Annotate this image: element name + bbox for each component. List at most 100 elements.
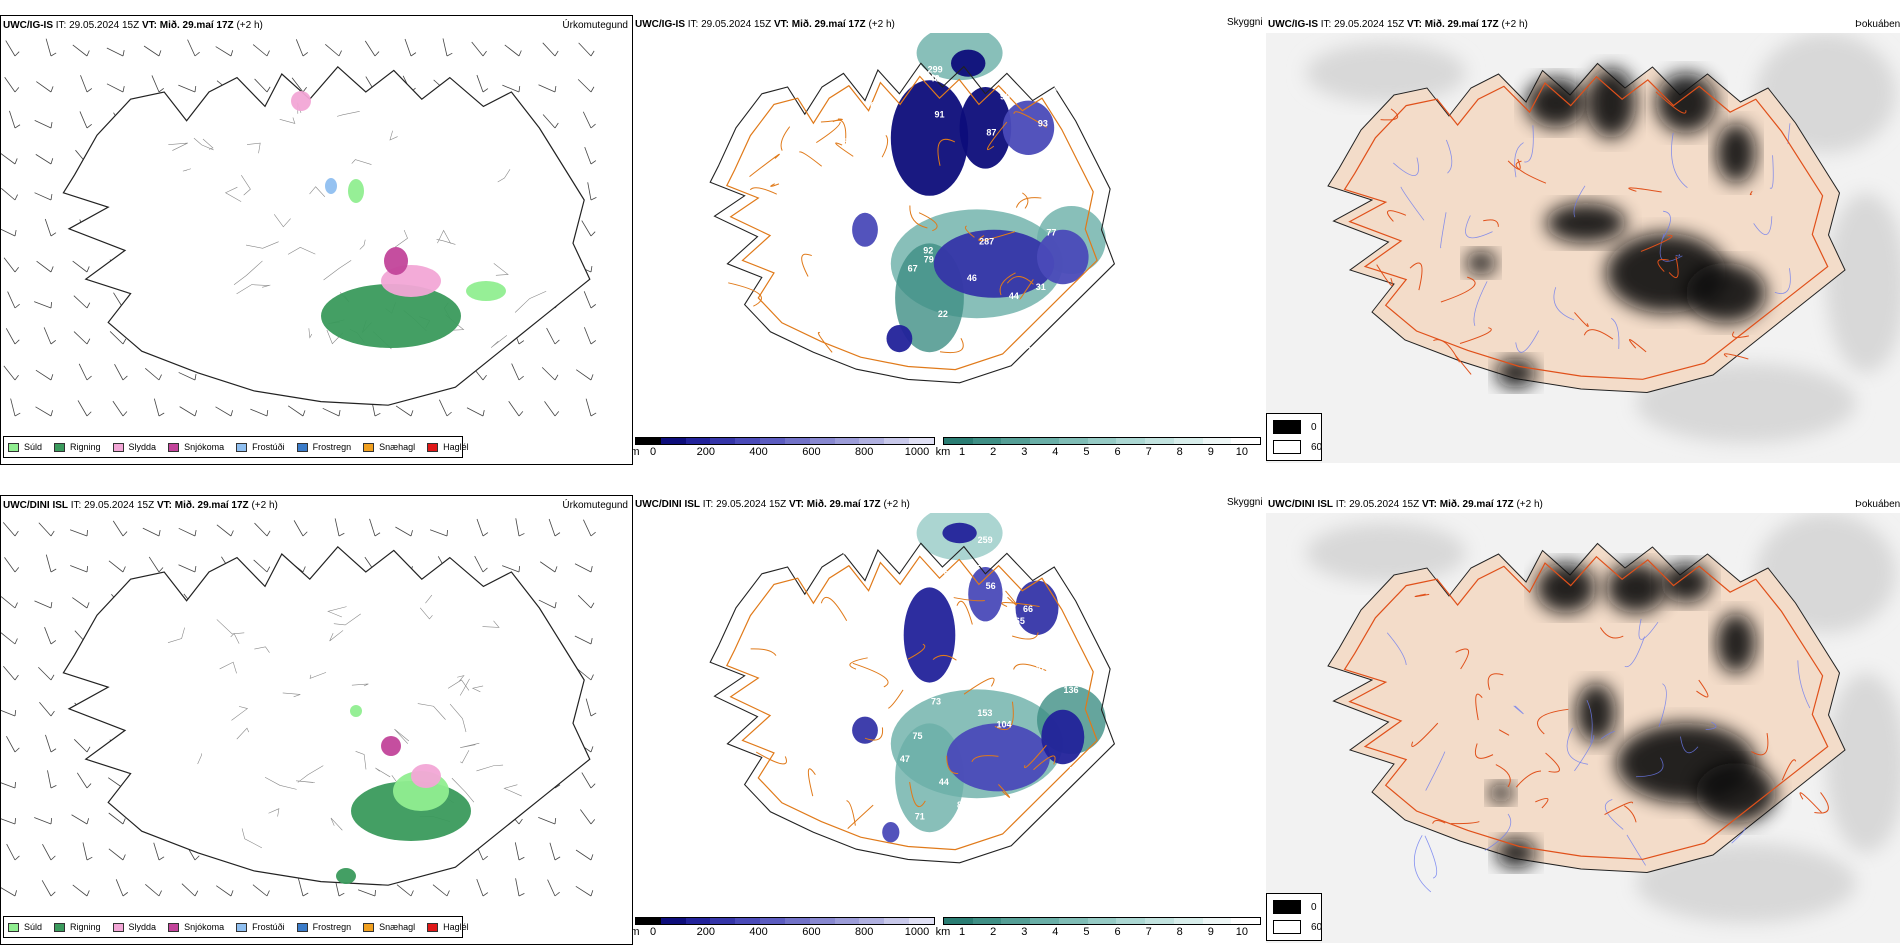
fog-panel-bottom: UWC/DINI ISL IT: 29.05.2024 15Z VT: Mið.… — [1266, 495, 1900, 945]
colorbar-tick: 0 — [649, 446, 657, 458]
cloud-base-value: 67 — [1041, 639, 1051, 649]
legend-swatch — [112, 442, 124, 452]
cloud-base-value: 66 — [1023, 604, 1033, 614]
cloud-base-value: 46 — [967, 273, 977, 283]
legend-label: Frostúði — [252, 442, 285, 452]
cloud-base-value: 190 — [983, 336, 998, 346]
model-name: UWC/DINI ISL — [3, 500, 68, 511]
fog-legend-label: 0 — [1311, 421, 1317, 433]
legend-swatch — [8, 922, 19, 932]
legend-item: Rigning — [54, 922, 101, 932]
colorbar-step — [834, 438, 860, 444]
colorbar-step — [784, 438, 810, 444]
panel-title: Skyggni — [1227, 17, 1263, 28]
colorbar-step — [944, 918, 973, 924]
cloud-base-value: 44 — [939, 777, 949, 787]
visibility-colorbar: km 1 2 3 4 5 6 7 8 9 10 — [936, 437, 1261, 459]
legend-label: Haglél — [443, 442, 469, 452]
colorbar-tick: 2 — [990, 926, 997, 938]
visibility-panel-bottom: UWC/DINI ISL IT: 29.05.2024 15Z VT: Mið.… — [633, 495, 1266, 945]
fog-legend-swatch — [1273, 900, 1301, 914]
cloud-base-value: 62 — [870, 101, 880, 111]
legend-swatch — [168, 442, 180, 452]
cloud-base-value: 303 — [833, 547, 848, 557]
colorbar-strip — [635, 437, 935, 445]
iceland-outline — [709, 542, 1116, 864]
legend-item: Snæhagl — [363, 442, 415, 452]
cloud-base-value: 39 — [958, 327, 968, 337]
colorbar-ticks: m 0 200 400 600 800 1000 — [633, 445, 935, 459]
legend-label: Slydda — [128, 922, 157, 932]
cloud-base-value: 10 — [828, 191, 838, 201]
cloud-base-value: 31 — [1036, 282, 1046, 292]
colorbar-tick: 8 — [1176, 446, 1183, 458]
legend-label: Snjókoma — [184, 442, 225, 452]
cloud-base-values: 259 303 167 82 56 74 66 65 55 67 102 97 65 136 73 153 10… — [812, 535, 1079, 833]
cloud-visibility-areas — [852, 33, 1106, 353]
colorbar-tick: 2 — [990, 446, 997, 458]
init-time: 29.05.2024 15Z — [701, 19, 772, 30]
legend-item: Rigning — [54, 442, 101, 452]
cloud-base-value: 287 — [979, 237, 994, 247]
colorbar-step — [859, 438, 885, 444]
cloud-base-value: 86 — [957, 800, 967, 810]
colorbar-tick: 400 — [749, 446, 768, 458]
panel-title: Þokuábendi — [1855, 19, 1900, 30]
cloud-base-value: 49 — [812, 742, 822, 752]
cloud-base-value: 82 — [943, 570, 953, 580]
cloud-base-value: 98 — [1048, 200, 1058, 210]
panel-header: UWC/DINI ISL IT: 29.05.2024 15Z VT: Mið.… — [1268, 499, 1543, 510]
valid-time: Mið. 29.maí 17Z — [791, 19, 866, 30]
cloud-base-value: 71 — [915, 811, 925, 821]
panel-header: UWC/IG-IS IT: 29.05.2024 15Z VT: Mið. 29… — [1268, 19, 1528, 30]
fog-map — [1266, 33, 1900, 463]
legend-item: Súld — [8, 922, 42, 932]
fog-legend: 0 60 — [1266, 413, 1322, 461]
colorbar-step — [636, 438, 661, 444]
cloud-base-value: 96 — [1000, 92, 1010, 102]
colorbar-unit: km — [935, 926, 951, 938]
precip-legend: Súld Rigning Slydda Snjókoma Frostúði Frostre… — [3, 916, 469, 938]
colorbar-step — [884, 438, 910, 444]
panel-header: UWC/DINI ISL IT: 29.05.2024 15Z VT: Mið.… — [3, 500, 278, 511]
colorbar-step — [660, 438, 686, 444]
legend-swatch — [236, 922, 248, 932]
model-name: UWC/IG-IS — [635, 19, 685, 30]
fog-legend-label: 60 — [1311, 921, 1323, 933]
cloud-base-value: 68 — [866, 164, 876, 174]
colorbar-tick: 600 — [802, 446, 821, 458]
colorbar-tick: 0 — [649, 926, 657, 938]
colorbar-tick: 5 — [1083, 446, 1090, 458]
model-name: UWC/IG-IS — [3, 20, 53, 31]
cloud-base-value: 44 — [1009, 291, 1019, 301]
colorbar-tick: 9 — [1207, 446, 1214, 458]
colorbar-step — [1058, 438, 1088, 444]
colorbar-step — [1231, 438, 1261, 444]
colorbar-tick: 4 — [1052, 446, 1059, 458]
precip-map — [1, 38, 597, 417]
colorbar-step — [972, 918, 1002, 924]
cloud-base-value: 31 — [858, 788, 868, 798]
cloud-base-value: 65 — [819, 673, 829, 683]
legend-label: Snæhagl — [379, 922, 416, 932]
colorbar-step — [834, 918, 860, 924]
legend-swatch — [427, 922, 439, 932]
precip-areas — [336, 705, 471, 884]
colorbar-tick: 3 — [1021, 926, 1028, 938]
legend-label: Snæhagl — [379, 442, 416, 452]
fog-map — [1266, 513, 1900, 943]
legend-item: Frostúði — [236, 442, 285, 452]
fog-legend-item: 0 — [1273, 900, 1317, 914]
cloud-base-value: 92 — [923, 246, 933, 256]
legend-item: Snæhagl — [363, 922, 415, 932]
road-network — [725, 75, 1098, 371]
colorbar-strip — [943, 437, 1261, 445]
colorbar-step — [1087, 438, 1117, 444]
colorbar-step — [1001, 918, 1031, 924]
legend-item: Snjókoma — [168, 442, 224, 452]
lead-time: (+2 h) — [1516, 499, 1543, 510]
road-network — [725, 555, 1098, 851]
colorbar-step — [685, 918, 711, 924]
colorbar-step — [944, 438, 973, 444]
